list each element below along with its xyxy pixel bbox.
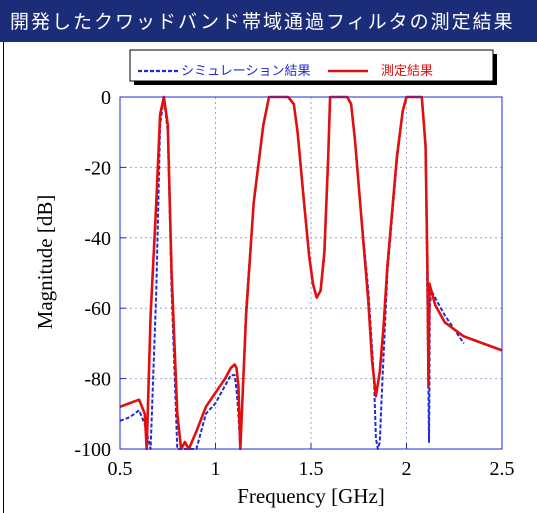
- x-tick-label: 2.5: [490, 458, 515, 480]
- y-tick-label: -20: [84, 157, 111, 179]
- y-tick-label: 0: [101, 87, 111, 109]
- y-tick-label: -80: [84, 369, 111, 391]
- x-tick-label: 1.5: [299, 458, 324, 480]
- legend: シミュレーション結果 測定結果: [129, 49, 497, 85]
- y-tick-label: -40: [84, 228, 111, 250]
- x-tick-label: 0.5: [108, 458, 133, 480]
- left-border: [3, 42, 4, 513]
- title-banner: 開発したクワッドバンド帯域通過フィルタの測定結果: [0, 0, 537, 42]
- y-axis-label: Magnitude [dB]: [33, 195, 57, 330]
- x-tick-label: 2: [402, 458, 412, 480]
- y-tick-label: -100: [74, 439, 111, 461]
- page-title: 開発したクワッドバンド帯域通過フィルタの測定結果: [10, 11, 515, 33]
- legend-simulation-label: シミュレーション結果: [181, 64, 310, 79]
- x-axis-label: Frequency [GHz]: [237, 484, 385, 508]
- tick-labels: 0.5 1 1.5 2 2.5 0 -20 -40 -60 -80 -100: [74, 87, 514, 480]
- legend-measured-label: 測定結果: [381, 64, 433, 79]
- tick-marks: [119, 96, 503, 450]
- legend-box: [129, 49, 494, 82]
- y-tick-label: -60: [84, 298, 111, 320]
- x-tick-label: 1: [211, 458, 221, 480]
